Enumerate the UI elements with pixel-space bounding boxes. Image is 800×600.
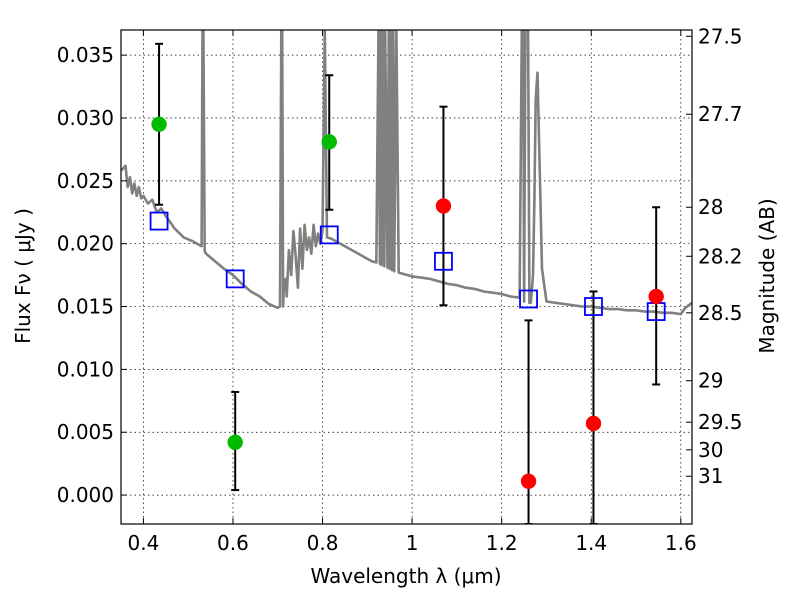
plot-area bbox=[121, 30, 692, 524]
x-tick-label: 1.4 bbox=[575, 531, 607, 555]
x-tick-label: 0.6 bbox=[217, 531, 249, 555]
right-tick-label: 28.2 bbox=[698, 244, 743, 268]
y-tick-label: 0.010 bbox=[57, 357, 114, 381]
model-square-point bbox=[434, 251, 453, 271]
data-point bbox=[227, 434, 243, 451]
y-tick-label: 0.035 bbox=[57, 43, 114, 67]
right-tick-label: 28.5 bbox=[698, 301, 743, 325]
data-point bbox=[520, 473, 537, 490]
data-point bbox=[648, 288, 664, 305]
plot-frame bbox=[120, 29, 693, 525]
y-axis-label: Flux Fν ( μJy ) bbox=[11, 208, 35, 344]
data-point bbox=[585, 415, 602, 432]
x-axis-label: Wavelength λ (μm) bbox=[310, 564, 501, 588]
right-tick-label: 29 bbox=[698, 369, 723, 393]
right-tick-label: 29.5 bbox=[698, 410, 743, 434]
right-tick-label: 31 bbox=[698, 464, 723, 488]
model-square-point bbox=[584, 297, 603, 316]
ticks: 0.4 0.6 0.8 1 1.2 1.4 1.6 0.000 0.005 0.010 0.015 0… bbox=[57, 24, 743, 555]
model-square-point bbox=[319, 225, 339, 245]
x-tick-label: 0.4 bbox=[127, 531, 159, 555]
data-point bbox=[321, 134, 337, 150]
data-point bbox=[151, 116, 167, 133]
y-tick-label: 0.025 bbox=[57, 169, 114, 193]
right-tick-label: 27.5 bbox=[698, 24, 743, 48]
x-tick-label: 1.2 bbox=[486, 531, 518, 555]
x-tick-label: 1 bbox=[406, 531, 419, 555]
y-tick-label: 0.005 bbox=[57, 420, 114, 444]
right-tick-label: 28 bbox=[698, 195, 723, 219]
model-square-point bbox=[519, 289, 538, 309]
y-tick-label: 0.015 bbox=[57, 295, 114, 319]
right-axis-label: Magnitude (AB) bbox=[755, 198, 779, 353]
x-tick-label: 1.6 bbox=[665, 531, 697, 555]
spectrum-line bbox=[121, 30, 692, 316]
grid bbox=[121, 30, 692, 524]
y-tick-label: 0.000 bbox=[57, 483, 114, 507]
right-tick-label: 27.7 bbox=[698, 102, 743, 126]
x-tick-label: 0.8 bbox=[307, 531, 339, 555]
model-square-point bbox=[149, 211, 169, 231]
y-tick-label: 0.030 bbox=[57, 106, 114, 130]
model-square-point bbox=[225, 269, 245, 289]
data-point bbox=[435, 198, 452, 214]
right-tick-label: 30 bbox=[698, 438, 723, 462]
y-tick-label: 0.020 bbox=[57, 232, 114, 256]
